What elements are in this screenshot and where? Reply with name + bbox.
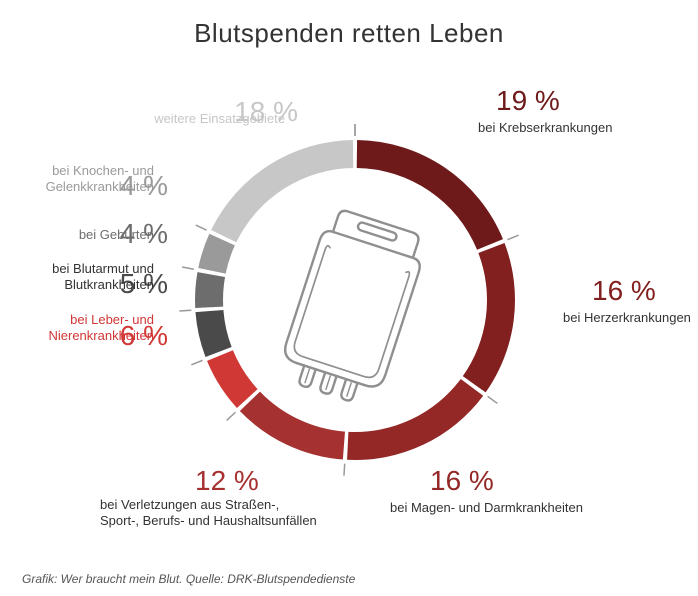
segment-label: bei Blutarmut undBlutkrankheiten <box>52 261 154 292</box>
segment-label: bei Krebserkrankungen <box>478 120 612 136</box>
donut-segment <box>357 140 503 250</box>
segment-percent: 16 % <box>430 465 494 497</box>
segment-label: bei Geburten <box>79 227 154 243</box>
segment-label: bei Leber- undNierenkrankheiten <box>48 312 154 343</box>
segment-percent: 16 % <box>592 275 656 307</box>
donut-segment <box>198 234 235 274</box>
segment-label: weitere Einsatzgebiete <box>154 111 285 127</box>
donut-segment <box>195 272 225 308</box>
tick-mark <box>344 464 345 476</box>
source-caption: Grafik: Wer braucht mein Blut. Quelle: D… <box>22 572 355 586</box>
segment-label: bei Magen- und Darmkrankheiten <box>390 500 583 516</box>
tick-mark <box>196 225 207 230</box>
segment-percent: 12 % <box>195 465 259 497</box>
donut-segment <box>463 243 515 392</box>
tick-mark <box>227 412 236 420</box>
segment-percent: 19 % <box>496 85 560 117</box>
tick-mark <box>488 396 498 403</box>
tick-mark <box>507 235 518 239</box>
donut-segment <box>207 350 258 408</box>
donut-segment <box>347 379 483 460</box>
segment-label: bei Herzerkrankungen <box>563 310 691 326</box>
blood-bag-icon <box>275 206 430 409</box>
segment-label: bei Verletzungen aus Straßen-,Sport-, Be… <box>100 497 317 528</box>
donut-segment <box>211 140 353 242</box>
segment-label: bei Knochen- undGelenkkrankheiten <box>46 163 154 194</box>
donut-segment <box>195 310 231 357</box>
tick-mark <box>182 267 194 269</box>
donut-segment <box>240 392 345 460</box>
tick-mark <box>179 310 191 311</box>
tick-mark <box>191 360 202 364</box>
